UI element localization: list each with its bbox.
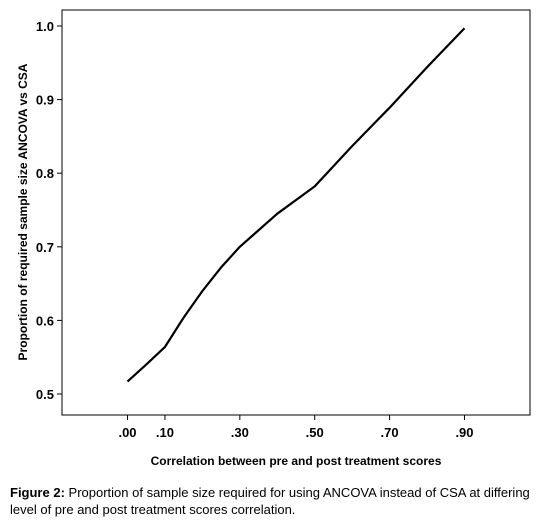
figure-label: Figure 2: <box>10 485 65 500</box>
y-tick-label: 0.6 <box>36 313 54 328</box>
x-axis-title: Correlation between pre and post treatme… <box>151 454 442 468</box>
x-tick-label: .10 <box>156 425 174 440</box>
plot-frame <box>61 9 531 416</box>
y-axis-title: Proportion of required sample size ANCOV… <box>16 63 30 360</box>
y-tick-label: 0.9 <box>36 93 54 108</box>
x-tick-label: .50 <box>306 425 324 440</box>
y-tick-label: 0.8 <box>36 166 54 181</box>
y-tick-label: 0.7 <box>36 240 54 255</box>
y-tick-label: 1.0 <box>36 19 54 34</box>
x-tick-label: .70 <box>381 425 399 440</box>
figure-caption-text: Proportion of sample size required for u… <box>10 485 530 517</box>
chart: 0.5 0.6 0.7 0.8 0.9 1.0 .00 .10 .30 .50 .70 .90 Co… <box>16 9 531 468</box>
x-axis: .00 .10 .30 .50 .70 .90 <box>118 415 474 440</box>
y-tick-label: 0.5 <box>36 387 54 402</box>
figure-caption: Figure 2: Proportion of sample size requ… <box>10 484 538 518</box>
y-axis: 0.5 0.6 0.7 0.8 0.9 1.0 <box>36 19 62 402</box>
x-tick-label: .90 <box>455 425 473 440</box>
x-tick-label: .30 <box>231 425 249 440</box>
series-line <box>126 27 466 383</box>
x-tick-label: .00 <box>118 425 136 440</box>
